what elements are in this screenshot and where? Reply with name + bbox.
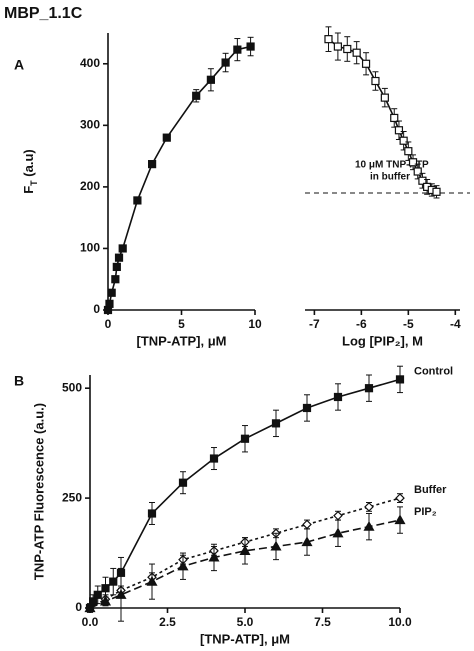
marker: [333, 510, 343, 521]
marker: [395, 375, 405, 384]
x-tick-label: 5.0: [237, 615, 254, 629]
y-axis-label: TNP-ATP Fluorescence (a.u.): [31, 403, 46, 580]
x-tick-label: -7: [309, 317, 320, 331]
marker: [206, 75, 215, 84]
x-tick-label: 10: [248, 317, 262, 331]
y-tick-label: 0: [75, 600, 82, 614]
legend-label: Control: [414, 365, 453, 377]
x-axis-label: Log [PIP₂], M: [342, 333, 423, 348]
marker: [302, 519, 312, 530]
marker: [147, 509, 157, 518]
x-tick-label: 10.0: [388, 615, 412, 629]
marker: [271, 419, 281, 428]
x-tick-label: -5: [403, 317, 414, 331]
panel-label: A: [14, 57, 24, 73]
panel-label: B: [14, 373, 24, 389]
y-label-sub: T: [29, 180, 39, 186]
marker: [302, 403, 312, 413]
marker: [148, 160, 157, 169]
marker: [352, 48, 361, 57]
y-tick-label: 200: [80, 179, 100, 193]
marker: [209, 454, 219, 463]
y-label-main: F: [21, 186, 36, 194]
marker: [115, 589, 127, 599]
marker: [101, 584, 110, 593]
marker: [324, 35, 333, 44]
x-tick-label: 5: [178, 317, 185, 331]
marker: [380, 93, 389, 102]
marker: [162, 133, 171, 142]
legend-label: PIP₂: [414, 506, 437, 518]
marker: [88, 597, 98, 606]
marker: [408, 158, 418, 167]
marker: [192, 91, 201, 100]
marker: [399, 136, 408, 145]
marker: [146, 575, 158, 586]
x-tick-label: 2.5: [159, 615, 176, 629]
x-tick-label: -4: [450, 317, 461, 331]
x-tick-label: 0.0: [82, 615, 99, 629]
marker: [395, 493, 405, 503]
y-tick-label: 400: [80, 56, 100, 70]
y-tick-label: 100: [80, 241, 100, 255]
marker: [413, 167, 422, 176]
marker: [364, 384, 374, 393]
annotation: 10 μM TNP-ATP: [355, 160, 429, 171]
marker: [394, 126, 404, 135]
figure-title: MBP_1.1C: [4, 5, 83, 22]
x-tick-label: 0: [105, 317, 112, 331]
y-tick-label: 0: [93, 302, 100, 316]
marker: [332, 527, 344, 538]
marker: [301, 536, 313, 547]
x-tick-label: 7.5: [314, 615, 331, 629]
marker: [394, 514, 406, 525]
marker: [371, 76, 380, 86]
series-line: [107, 45, 251, 311]
annotation: in buffer: [370, 172, 410, 183]
marker: [418, 176, 427, 185]
x-axis-label: [TNP-ATP], μM: [136, 333, 226, 348]
marker: [133, 196, 142, 205]
marker: [432, 187, 441, 196]
legend-label: Buffer: [414, 484, 447, 496]
marker: [111, 275, 120, 284]
marker: [109, 577, 118, 586]
marker: [177, 560, 189, 571]
marker: [363, 520, 375, 531]
marker: [233, 45, 242, 54]
marker: [390, 113, 399, 123]
marker: [84, 602, 96, 613]
marker: [93, 590, 102, 599]
x-axis-label: [TNP-ATP], μM: [200, 631, 290, 646]
marker: [178, 478, 188, 487]
marker: [114, 253, 124, 262]
marker: [333, 392, 343, 402]
marker: [221, 58, 230, 67]
marker: [343, 44, 352, 54]
marker: [246, 42, 255, 51]
marker: [112, 262, 121, 272]
y-tick-label: 300: [80, 118, 100, 132]
marker: [107, 288, 116, 297]
marker: [361, 59, 371, 68]
y-tick-label: 500: [62, 380, 82, 394]
marker: [208, 551, 220, 562]
marker: [364, 502, 374, 512]
marker: [118, 244, 127, 253]
y-label-tail: (a.u): [21, 149, 36, 180]
marker: [333, 42, 342, 51]
marker: [105, 299, 114, 308]
x-tick-label: -6: [356, 317, 367, 331]
series-line: [89, 378, 401, 609]
marker: [240, 434, 250, 443]
marker: [270, 540, 282, 551]
y-axis-label: FT (a.u): [21, 149, 39, 194]
marker: [99, 595, 112, 606]
marker: [239, 545, 251, 555]
y-tick-label: 250: [62, 490, 82, 504]
marker: [404, 147, 413, 156]
